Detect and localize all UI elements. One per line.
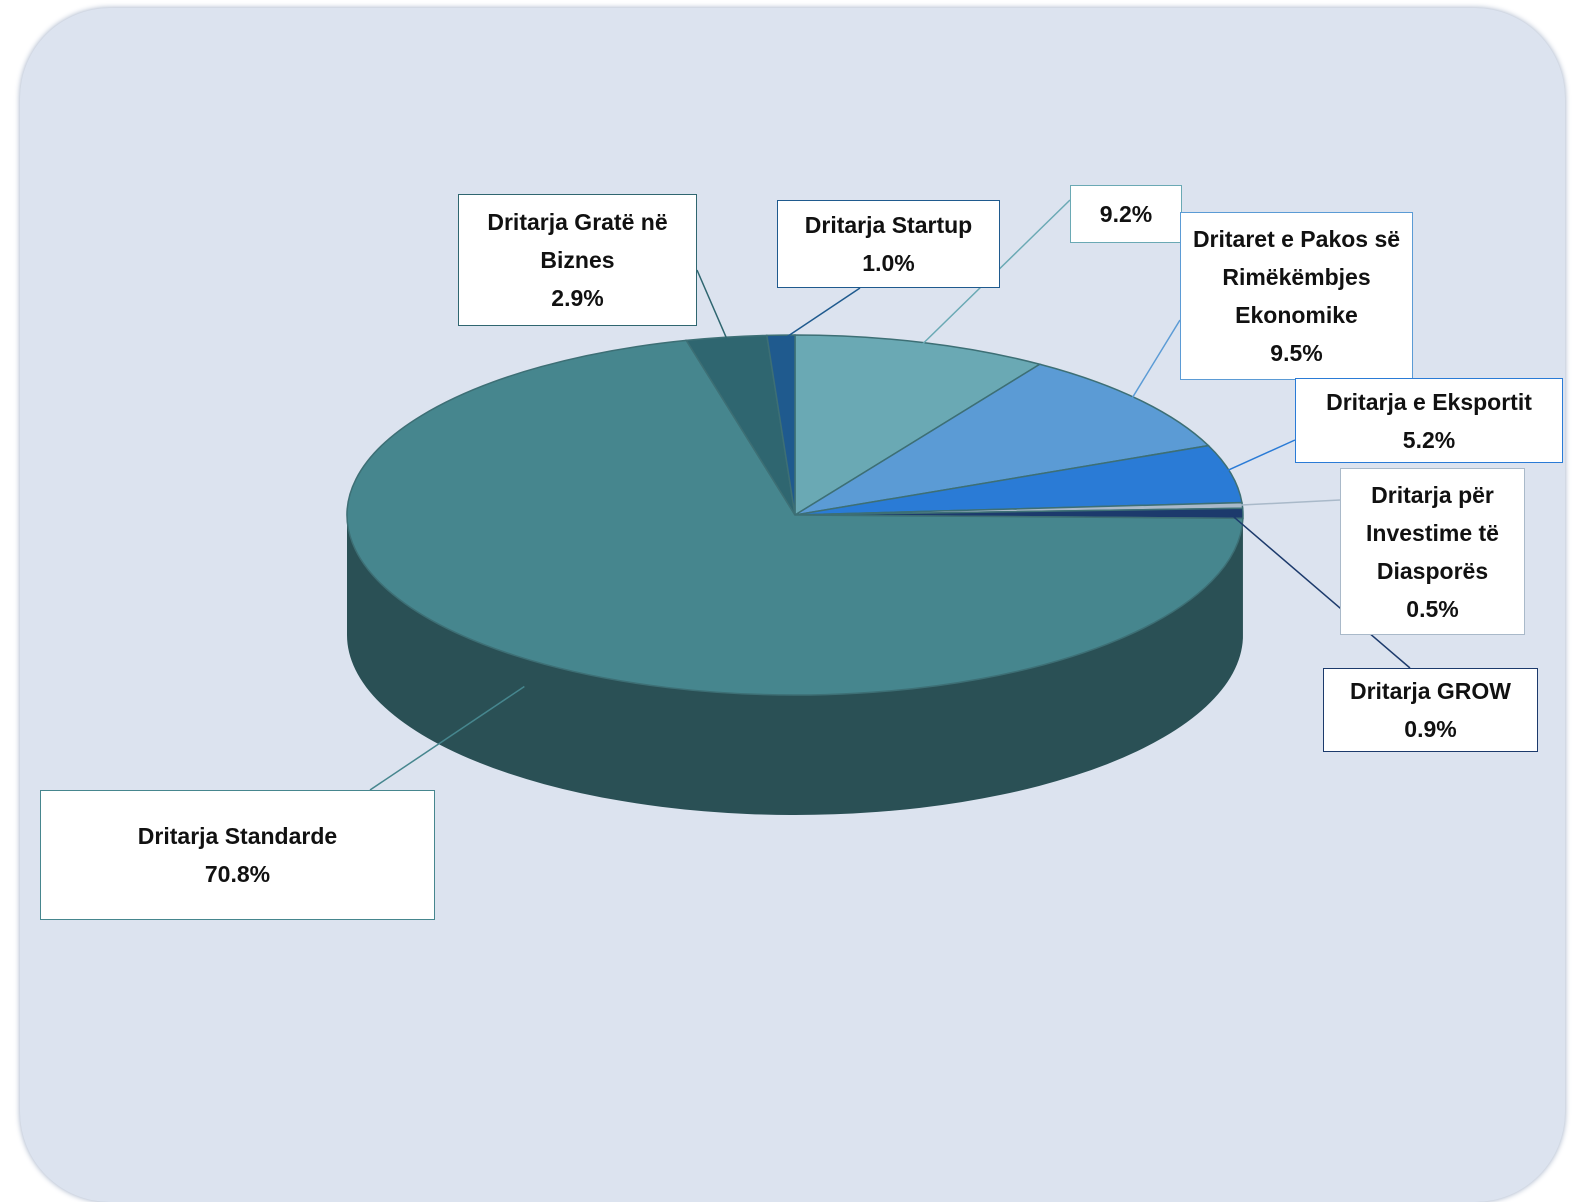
category-label: Dritarja Standarde <box>137 823 338 849</box>
pie-slice <box>765 334 796 516</box>
leader-line <box>696 269 730 343</box>
value-label: 1.0% <box>862 250 915 276</box>
category-label: Dritarja GROW <box>1349 678 1512 704</box>
leader-line <box>1128 319 1181 404</box>
data-label: Dritaret e Pakos së Rimëkëmbjes Ekonomik… <box>1180 212 1413 380</box>
data-label: Dritarja Startup 1.0% <box>777 200 1000 288</box>
data-label: 9.2% <box>1070 185 1182 243</box>
value-label: 0.9% <box>1404 716 1457 742</box>
leader-line <box>1217 439 1296 476</box>
value-label: 0.5% <box>1406 595 1459 622</box>
category-label: Dritarja e Eksportit <box>1326 388 1532 415</box>
data-label: Dritarja Standarde 70.8% <box>40 790 435 920</box>
leader-line <box>780 287 861 342</box>
leader-line <box>369 685 525 791</box>
category-label: Dritarja për Investime të Diasporës <box>1366 481 1499 584</box>
pie-slice <box>794 444 1243 516</box>
value-label: 2.9% <box>551 285 604 311</box>
data-label: Dritarja Gratë në Biznes 2.9% <box>458 194 697 326</box>
category-label: Dritaret e Pakos së Rimëkëmbjes Ekonomik… <box>1192 226 1401 328</box>
leader-line <box>1228 499 1341 507</box>
value-label: 70.8% <box>204 861 271 887</box>
category-label: Dritarja Startup <box>804 212 973 238</box>
data-label: Dritarja GROW 0.9% <box>1323 668 1538 752</box>
pie-side <box>347 515 1243 816</box>
value-label: 5.2% <box>1402 426 1456 453</box>
pie-slice <box>794 334 1042 517</box>
category-label: Dritarja Gratë në Biznes <box>487 209 668 273</box>
value-label: 9.5% <box>1270 340 1323 366</box>
pie-slice <box>794 363 1210 516</box>
leader-line <box>1229 512 1411 669</box>
data-label: Dritarja e Eksportit 5.2% <box>1295 378 1563 463</box>
value-label: 9.2% <box>1099 201 1153 227</box>
data-label: Dritarja për Investime të Diasporës 0.5% <box>1340 468 1525 635</box>
pie-slice <box>346 339 1244 696</box>
